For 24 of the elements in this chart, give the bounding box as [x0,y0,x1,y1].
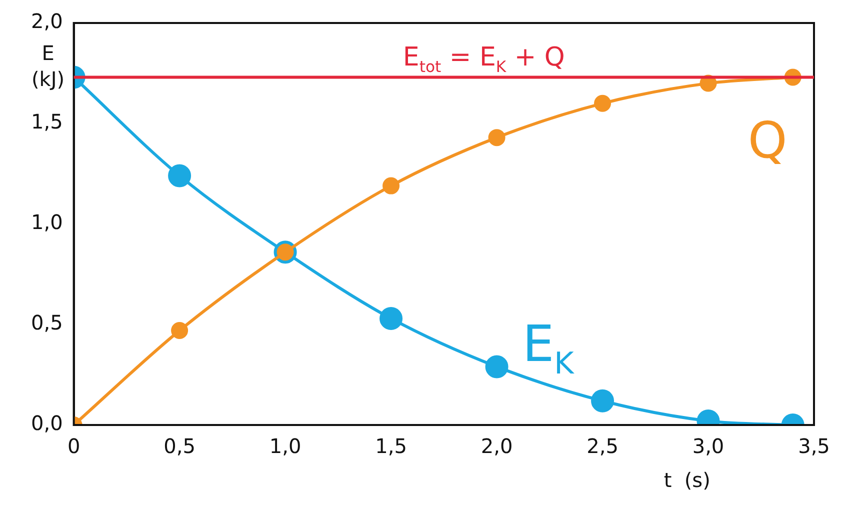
series-label: Q [748,111,788,170]
point [168,164,192,188]
y-tick-label: 1,0 [30,210,63,234]
x-tick-label: 3,5 [798,434,830,458]
point [485,355,508,378]
point [488,129,506,146]
x-tick-label: 2,0 [480,434,513,458]
point [380,306,403,330]
x-tick-label: 3,0 [692,434,724,458]
x-tick-label: 0,5 [164,434,196,458]
y-tick-label: 1,5 [30,110,63,134]
point [171,322,188,340]
point [594,94,612,112]
point [382,177,400,194]
y-tick-label: 0,0 [30,411,63,436]
y-tick-label: 0,5 [30,310,63,335]
x-axis-title: t (s) [664,468,710,492]
y-axis-title: E (kJ) [31,41,65,91]
x-tick-label: 1,5 [375,434,407,458]
point [591,389,614,412]
y-tick-label: 2,0 [30,9,63,34]
x-tick-label: 1,0 [269,434,302,458]
x-tick-label: 2,5 [586,434,618,458]
x-tick-label: 0 [67,434,80,458]
